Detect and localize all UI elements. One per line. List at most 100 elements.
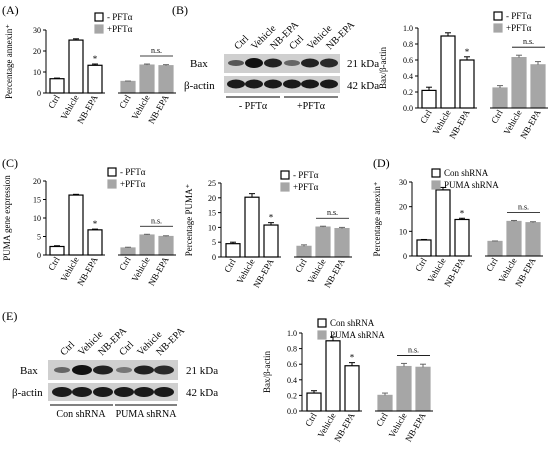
- legend-label: +PFTα: [506, 23, 532, 33]
- legend-label: Con shRNA: [444, 168, 489, 178]
- bar: [416, 239, 432, 257]
- y-tick-label: 10: [33, 68, 41, 77]
- significance-star: *: [460, 208, 465, 218]
- bar: [225, 243, 241, 258]
- legend: - PFTα +PFTα: [493, 11, 532, 33]
- blot-group-label: Con shRNA: [56, 409, 106, 420]
- bar: [440, 35, 456, 109]
- legend-label: - PFTα: [120, 167, 146, 177]
- bar: [492, 87, 508, 109]
- band: [301, 79, 319, 89]
- x-tick-label: Ctrl: [46, 93, 62, 111]
- x-tick-label: Ctrl: [293, 257, 309, 275]
- bar: [139, 234, 155, 256]
- y-tick-label: 0.0: [287, 407, 297, 416]
- bar: [158, 235, 174, 256]
- panel-label-b: (B): [172, 3, 188, 17]
- band: [320, 79, 338, 89]
- x-tick-label: Ctrl: [46, 255, 62, 273]
- legend-label: - PFTα: [293, 170, 319, 180]
- y-tick-label: 0.0: [403, 104, 413, 113]
- legend-swatch: [317, 330, 327, 340]
- y-axis-label: PUMA gene expression: [2, 175, 12, 261]
- y-tick-label: 10: [399, 227, 407, 236]
- legend-swatch: [317, 318, 327, 328]
- panel-label-a: (A): [2, 3, 19, 17]
- legend-swatch: [493, 23, 503, 33]
- band: [134, 365, 154, 375]
- panel-label-e: (E): [2, 309, 17, 323]
- blot-lane-labels: Ctrl Vehicle NB-EPA Ctrl Vehicle NB-EPA: [232, 19, 357, 52]
- y-tick-label: 0: [37, 89, 41, 98]
- bar: [263, 224, 279, 258]
- bar: [525, 222, 541, 257]
- band: [72, 365, 92, 375]
- y-axis-label: Bax/β-actin: [262, 350, 272, 393]
- legend-swatch: [107, 179, 117, 189]
- y-tick-label: 10: [208, 223, 216, 232]
- x-tick-label: Ctrl: [117, 93, 133, 111]
- blot-size-actin: 42 kDa: [347, 80, 379, 92]
- significance-star: *: [465, 47, 470, 57]
- legend-label: PUMA shRNA: [444, 180, 499, 190]
- y-tick-label: 0.6: [403, 56, 413, 65]
- bar: [511, 56, 527, 109]
- band: [154, 387, 174, 397]
- band: [245, 79, 263, 89]
- bar: [435, 189, 451, 257]
- legend-label: +PFTα: [107, 24, 133, 34]
- bar: [49, 78, 65, 94]
- band: [114, 387, 134, 397]
- blot-group-label: +PFTα: [297, 101, 326, 112]
- bar: [377, 394, 393, 412]
- y-tick-label: 20: [33, 47, 41, 56]
- blot-bands: [52, 365, 174, 397]
- x-tick-label: Ctrl: [303, 411, 319, 429]
- blot-row-label-bax: Bax: [190, 58, 208, 70]
- bar: [158, 65, 174, 94]
- bar: [87, 64, 103, 94]
- y-tick-label: 30: [399, 178, 407, 187]
- bar: [296, 245, 312, 258]
- band: [227, 79, 245, 89]
- legend-swatch: [94, 24, 104, 34]
- ns-label: n.s.: [151, 46, 162, 55]
- legend-swatch: [94, 12, 104, 22]
- bar: [344, 365, 360, 412]
- y-tick-label: 30: [33, 26, 41, 35]
- bar: [120, 247, 136, 256]
- bar: [306, 392, 322, 412]
- bar: [506, 220, 522, 257]
- y-axis-label: Percentage annexin⁺: [372, 181, 382, 256]
- band: [264, 79, 282, 89]
- y-tick-label: 0.8: [287, 345, 297, 354]
- y-tick-label: 0: [212, 253, 216, 262]
- bar-chart-5: 0.00.20.40.60.81.0Bax/β-actinCtrlVehicle…: [262, 318, 433, 443]
- blot-size-bax: 21 kDa: [186, 365, 218, 377]
- western-blot-b: Ctrl Vehicle NB-EPA Ctrl Vehicle NB-EPA: [184, 19, 379, 112]
- x-tick-label: Ctrl: [222, 257, 238, 275]
- bar: [530, 64, 546, 109]
- western-blot-e: Ctrl Vehicle NB-EPA Ctrl Vehicle NB-EPA: [12, 325, 218, 420]
- blot-lane-label: Ctrl: [232, 33, 251, 52]
- panel-label-d: (D): [373, 156, 390, 170]
- band: [52, 387, 72, 397]
- x-tick-label: Ctrl: [484, 256, 500, 274]
- y-tick-label: 15: [208, 209, 216, 218]
- bar: [120, 80, 136, 94]
- band: [134, 387, 154, 397]
- blot-size-actin: 42 kDa: [186, 387, 218, 399]
- band: [54, 367, 70, 373]
- x-tick-label: Ctrl: [489, 108, 505, 126]
- x-tick-label: Ctrl: [374, 411, 390, 429]
- blot-row-label-bax: Bax: [20, 365, 38, 377]
- y-tick-label: 0.2: [287, 391, 297, 400]
- bar: [87, 229, 103, 256]
- band: [228, 60, 244, 66]
- blot-lane-labels: Ctrl Vehicle NB-EPA Ctrl Vehicle NB-EPA: [58, 325, 187, 358]
- y-tick-label: 20: [208, 194, 216, 203]
- band: [301, 58, 319, 68]
- ns-label: n.s.: [408, 345, 419, 354]
